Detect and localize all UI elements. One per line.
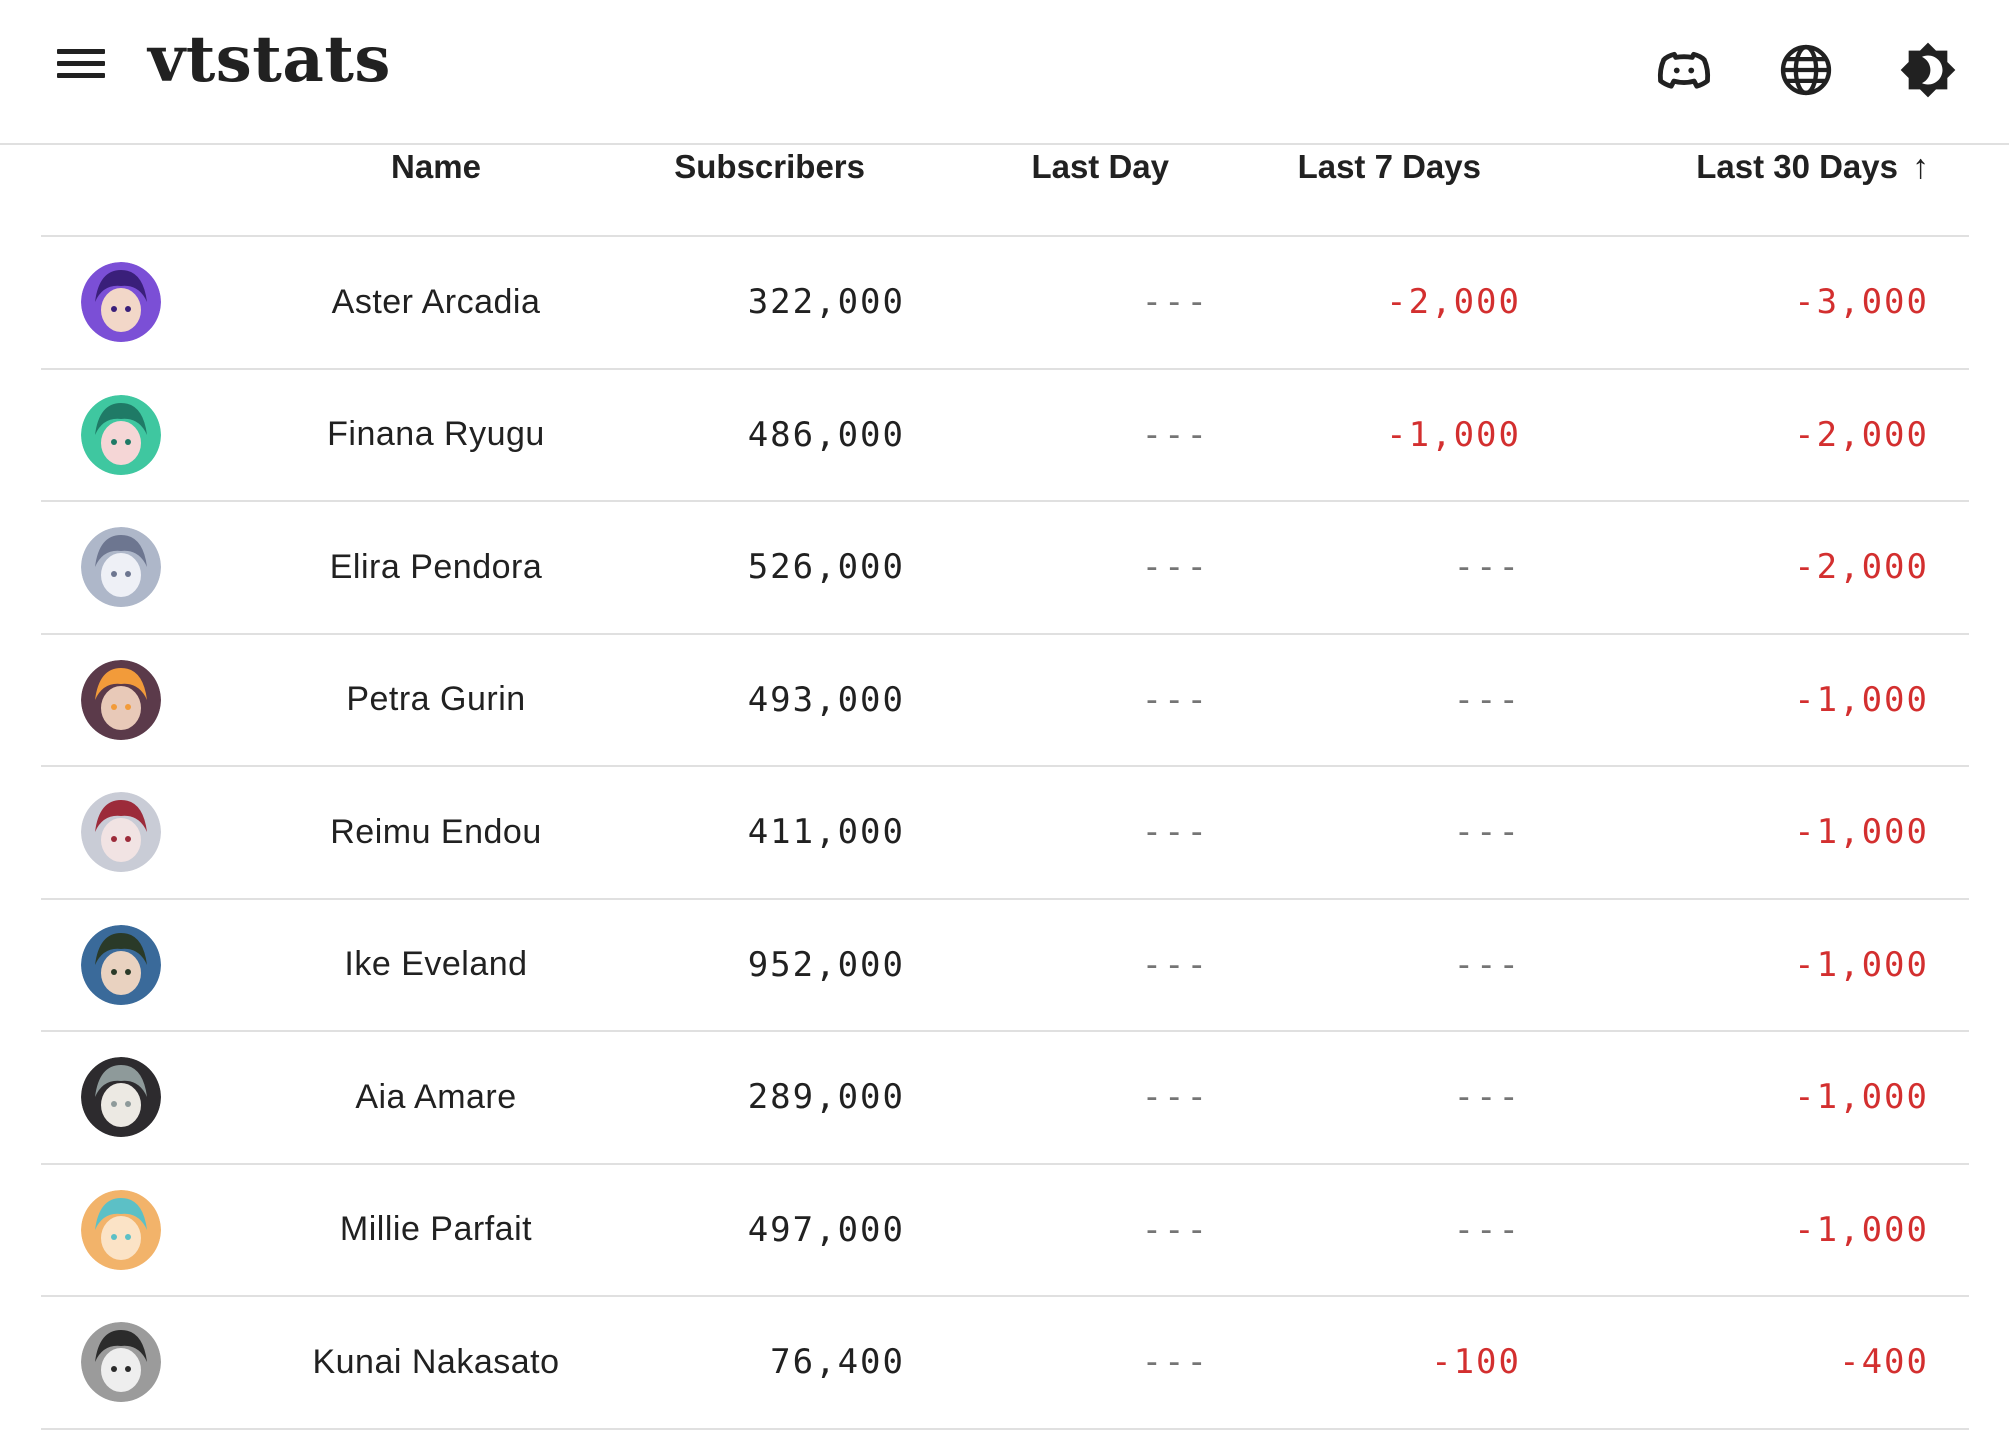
column-header-last-30-days[interactable]: Last 30 Days ↑: [1561, 146, 1969, 237]
last-30-days-value: -1,000: [1561, 1031, 1969, 1165]
vtuber-name[interactable]: Aia Amare: [241, 1031, 631, 1165]
column-header-name[interactable]: Name: [241, 146, 631, 237]
vtuber-name[interactable]: Elira Pendora: [241, 501, 631, 635]
last-7-days-value: ---: [1227, 1031, 1561, 1165]
app-bar: vtstats: [0, 0, 2009, 145]
column-header-subscribers[interactable]: Subscribers: [631, 146, 945, 237]
last-30-days-value: -2,000: [1561, 368, 1969, 502]
avatar[interactable]: [81, 1057, 161, 1138]
last-7-days-value: ---: [1227, 501, 1561, 635]
avatar-cell: [41, 766, 241, 900]
last-30-days-value: -3,000: [1561, 236, 1969, 370]
table-row[interactable]: Reimu Endou 411,000 --- --- -1,000: [41, 766, 1969, 900]
sort-ascending-icon[interactable]: ↑: [1912, 148, 1929, 186]
last-30-days-value: -1,000: [1561, 1163, 1969, 1297]
subscribers-value: 322,000: [631, 236, 945, 370]
avatar-cell: [41, 1163, 241, 1297]
discord-icon[interactable]: [1644, 30, 1724, 110]
last-day-value: ---: [945, 1163, 1227, 1297]
avatar-column-header: [41, 146, 241, 237]
avatar[interactable]: [81, 924, 161, 1005]
subscribers-value: 76,400: [631, 1296, 945, 1430]
subscribers-value: 526,000: [631, 501, 945, 635]
avatar[interactable]: [81, 527, 161, 608]
last-7-days-value: ---: [1227, 898, 1561, 1032]
last-day-value: ---: [945, 898, 1227, 1032]
avatar-cell: [41, 1296, 241, 1430]
menu-icon[interactable]: [52, 42, 112, 102]
last-day-value: ---: [945, 633, 1227, 767]
avatar[interactable]: [81, 394, 161, 475]
avatar[interactable]: [81, 1322, 161, 1403]
last-7-days-value: -100: [1227, 1296, 1561, 1430]
app-title[interactable]: vtstats: [148, 22, 391, 97]
last-30-days-value: -2,000: [1561, 501, 1969, 635]
last-30-days-value: -1,000: [1561, 766, 1969, 900]
table-header-row: Name Subscribers Last Day Last 7 Days La…: [41, 146, 1969, 237]
last-7-days-value: ---: [1227, 766, 1561, 900]
vtuber-name[interactable]: Millie Parfait: [241, 1163, 631, 1297]
last-30-days-value: -1,000: [1561, 898, 1969, 1032]
vtuber-name[interactable]: Kunai Nakasato: [241, 1296, 631, 1430]
column-header-last-day[interactable]: Last Day: [945, 146, 1227, 237]
subscribers-value: 497,000: [631, 1163, 945, 1297]
last-7-days-value: -2,000: [1227, 236, 1561, 370]
last-7-days-value: ---: [1227, 1163, 1561, 1297]
last-7-days-value: ---: [1227, 633, 1561, 767]
last-day-value: ---: [945, 368, 1227, 502]
subscribers-value: 411,000: [631, 766, 945, 900]
subscriber-stats-table: Name Subscribers Last Day Last 7 Days La…: [41, 146, 1969, 1430]
avatar-cell: [41, 236, 241, 370]
avatar-cell: [41, 898, 241, 1032]
table-row[interactable]: Finana Ryugu 486,000 --- -1,000 -2,000: [41, 368, 1969, 502]
vtuber-name[interactable]: Reimu Endou: [241, 766, 631, 900]
subscribers-value: 493,000: [631, 633, 945, 767]
last-day-value: ---: [945, 1296, 1227, 1430]
last-day-value: ---: [945, 236, 1227, 370]
last-day-value: ---: [945, 766, 1227, 900]
subscribers-value: 289,000: [631, 1031, 945, 1165]
table-row[interactable]: Millie Parfait 497,000 --- --- -1,000: [41, 1163, 1969, 1297]
vtuber-name[interactable]: Ike Eveland: [241, 898, 631, 1032]
table-row[interactable]: Ike Eveland 952,000 --- --- -1,000: [41, 898, 1969, 1032]
last-day-value: ---: [945, 1031, 1227, 1165]
avatar[interactable]: [81, 792, 161, 873]
theme-toggle-icon[interactable]: [1888, 30, 1968, 110]
table-row[interactable]: Aster Arcadia 322,000 --- -2,000 -3,000: [41, 236, 1969, 370]
avatar-cell: [41, 633, 241, 767]
last-30-days-value: -400: [1561, 1296, 1969, 1430]
avatar[interactable]: [81, 262, 161, 343]
table-row[interactable]: Kunai Nakasato 76,400 --- -100 -400: [41, 1296, 1969, 1430]
avatar-cell: [41, 501, 241, 635]
table-row[interactable]: Aia Amare 289,000 --- --- -1,000: [41, 1031, 1969, 1165]
vtuber-name[interactable]: Petra Gurin: [241, 633, 631, 767]
last-7-days-value: -1,000: [1227, 368, 1561, 502]
vtuber-name[interactable]: Aster Arcadia: [241, 236, 631, 370]
last-day-value: ---: [945, 501, 1227, 635]
table-row[interactable]: Elira Pendora 526,000 --- --- -2,000: [41, 501, 1969, 635]
column-header-last-7-days[interactable]: Last 7 Days: [1227, 146, 1561, 237]
avatar[interactable]: [81, 1189, 161, 1270]
avatar[interactable]: [81, 659, 161, 740]
globe-icon[interactable]: [1766, 30, 1846, 110]
avatar-cell: [41, 368, 241, 502]
last-30-days-value: -1,000: [1561, 633, 1969, 767]
subscribers-value: 952,000: [631, 898, 945, 1032]
avatar-cell: [41, 1031, 241, 1165]
vtuber-name[interactable]: Finana Ryugu: [241, 368, 631, 502]
subscribers-value: 486,000: [631, 368, 945, 502]
table-row[interactable]: Petra Gurin 493,000 --- --- -1,000: [41, 633, 1969, 767]
